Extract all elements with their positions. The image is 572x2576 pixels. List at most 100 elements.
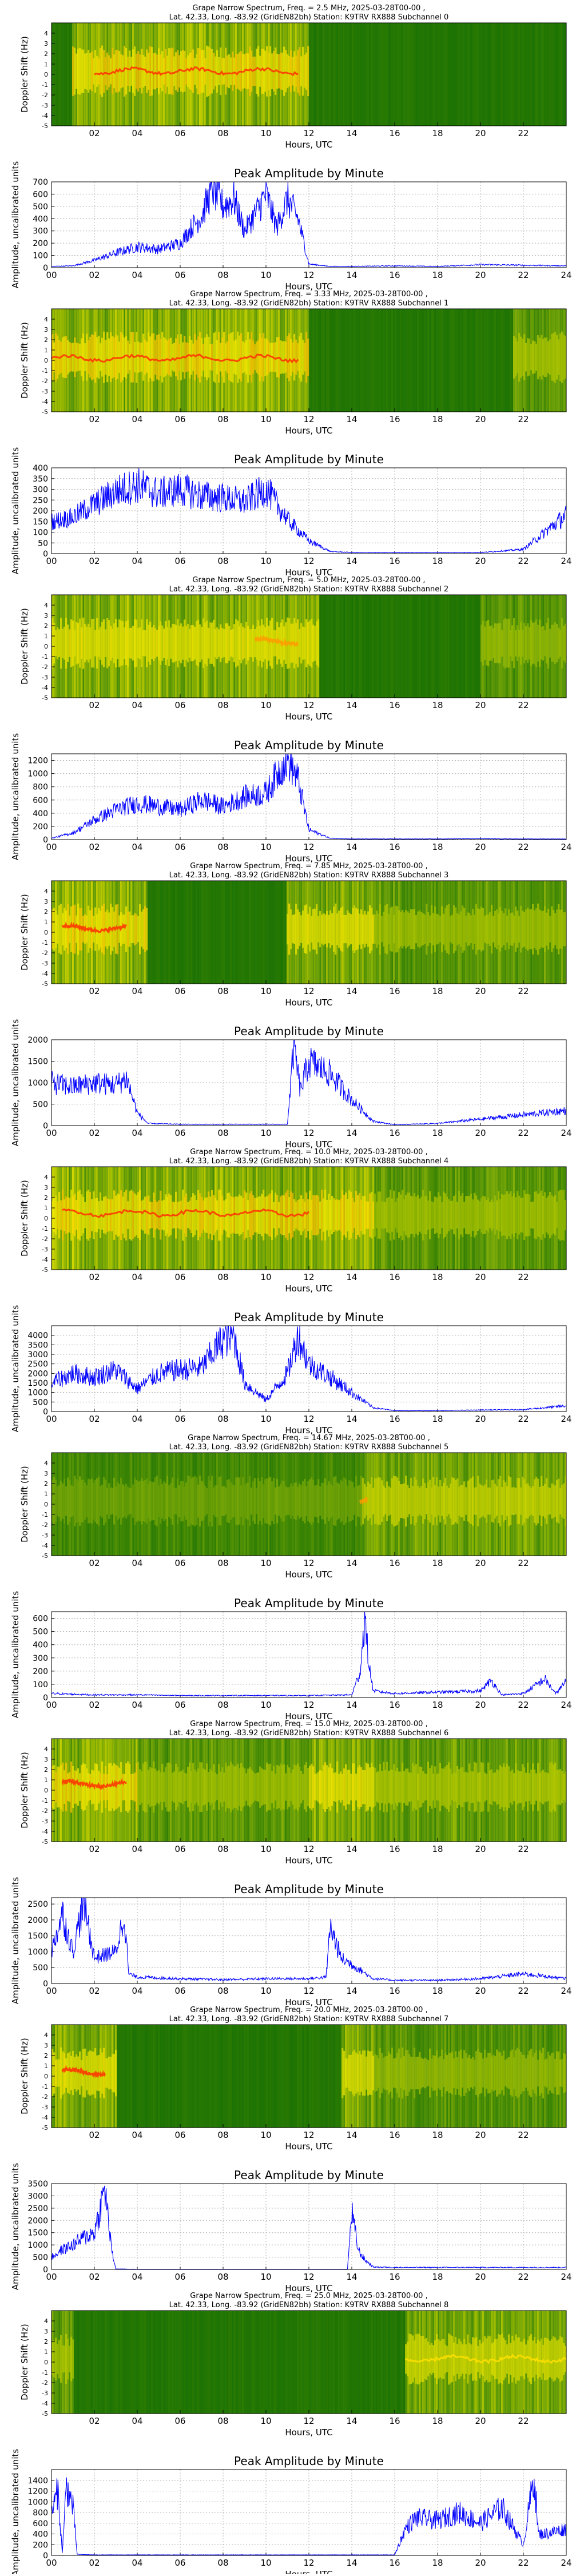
spectrogram-title: Grape Narrow Spectrum, Freq. = 5.0 MHz, … (192, 576, 425, 585)
y-tick-label: -5 (42, 1552, 48, 1560)
x-tick-label: 18 (432, 1414, 443, 1424)
x-tick-label: 18 (432, 2272, 443, 2282)
x-tick-label: 14 (346, 700, 357, 710)
x-tick-label: 12 (303, 2416, 314, 2426)
x-tick-label: 04 (132, 1414, 142, 1424)
x-tick-label: 18 (432, 1558, 443, 1568)
x-tick-label: 20 (475, 1558, 486, 1568)
y-tick-label: 400 (33, 809, 48, 818)
x-tick-label: 04 (132, 2416, 142, 2426)
y-tick-label: 300 (33, 227, 48, 236)
x-axis-label: Hours, UTC (285, 426, 332, 436)
x-tick-label: 02 (89, 1986, 100, 1996)
x-tick-label: 04 (132, 842, 142, 852)
y-tick-label: 500 (33, 2253, 48, 2263)
y-tick-label: -5 (42, 980, 48, 988)
y-tick-label: 0 (43, 2265, 48, 2275)
x-tick-label: 06 (174, 1272, 185, 1282)
x-tick-label: 22 (518, 1128, 529, 1138)
y-tick-label: 400 (33, 214, 48, 224)
x-tick-label: 18 (432, 128, 443, 138)
x-tick-label: 08 (217, 2272, 228, 2282)
y-tick-label: 1 (44, 633, 48, 640)
x-tick-label: 10 (260, 2558, 271, 2568)
y-tick-label: 100 (33, 1680, 48, 1689)
y-axis-label: Doppler Shift (Hz) (19, 2038, 30, 2114)
amplitude-title: Peak Amplitude by Minute (234, 2454, 384, 2468)
x-tick-label: 04 (132, 270, 142, 280)
x-tick-label: 08 (217, 270, 228, 280)
y-tick-label: 4 (44, 2317, 48, 2325)
y-tick-label: -4 (42, 1256, 48, 1263)
x-tick-label: 24 (561, 842, 571, 852)
y-tick-label: 3 (44, 1184, 48, 1191)
y-tick-label: 2500 (27, 1900, 48, 1909)
y-tick-label: 0 (43, 836, 48, 845)
x-tick-label: 20 (475, 986, 486, 996)
y-tick-label: 2 (44, 1480, 48, 1488)
y-tick-label: -2 (42, 2093, 48, 2101)
y-tick-label: -3 (42, 2390, 48, 2397)
x-tick-label: 10 (260, 556, 271, 566)
x-tick-label: 14 (346, 1414, 357, 1424)
x-tick-label: 20 (475, 1700, 486, 1710)
y-tick-label: 1 (44, 919, 48, 926)
x-tick-label: 14 (346, 842, 357, 852)
x-tick-label: 06 (174, 1128, 185, 1138)
x-tick-label: 04 (132, 986, 142, 996)
y-tick-label: 2 (44, 2338, 48, 2346)
x-tick-label: 10 (260, 1414, 271, 1424)
y-tick-label: 3500 (27, 2180, 48, 2189)
x-tick-label: 12 (303, 2558, 314, 2568)
x-tick-label: 18 (432, 2130, 443, 2140)
x-tick-label: 20 (475, 414, 486, 424)
y-tick-label: -1 (42, 939, 48, 947)
x-tick-label: 12 (303, 986, 314, 996)
y-tick-label: 3 (44, 1470, 48, 1477)
y-tick-label: 1500 (27, 1932, 48, 1941)
x-tick-label: 20 (475, 1844, 486, 1854)
y-tick-label: 2 (44, 1194, 48, 1202)
y-tick-label: 2000 (27, 1916, 48, 1925)
y-tick-label: 4 (44, 888, 48, 895)
x-tick-label: 14 (346, 2272, 357, 2282)
x-tick-label: 18 (432, 414, 443, 424)
x-tick-label: 10 (260, 1986, 271, 1996)
spectrogram-title: Grape Narrow Spectrum, Freq. = 25.0 MHz,… (190, 2292, 427, 2300)
spectrogram-subtitle: Lat. 42.33, Long. -83.92 (GridEN82bh) St… (169, 2015, 449, 2024)
x-tick-label: 22 (518, 1558, 529, 1568)
y-tick-label: 200 (33, 239, 48, 248)
x-tick-label: 02 (89, 842, 100, 852)
x-tick-label: 06 (174, 2558, 185, 2568)
spectrogram-subtitle: Lat. 42.33, Long. -83.92 (GridEN82bh) St… (169, 1729, 449, 1738)
spectrogram-title: Grape Narrow Spectrum, Freq. = 2.5 MHz, … (192, 4, 425, 13)
x-tick-label: 12 (303, 1700, 314, 1710)
spectrogram-subtitle: Lat. 42.33, Long. -83.92 (GridEN82bh) St… (169, 2301, 449, 2309)
x-tick-label: 20 (475, 700, 486, 710)
x-tick-label: 02 (89, 128, 100, 138)
x-tick-label: 06 (174, 700, 185, 710)
y-tick-label: -3 (42, 960, 48, 967)
x-tick-label: 10 (260, 1272, 271, 1282)
y-tick-label: 1200 (27, 757, 48, 766)
x-tick-label: 12 (303, 1414, 314, 1424)
x-tick-label: 24 (561, 2558, 571, 2568)
y-tick-label: 0 (43, 1979, 48, 1989)
y-tick-label: -1 (42, 81, 48, 89)
y-tick-label: -3 (42, 1532, 48, 1539)
y-tick-label: 2 (44, 336, 48, 344)
y-axis-label: Amplitude, uncalibrated units (10, 447, 21, 575)
y-tick-label: 0 (44, 929, 48, 936)
x-tick-label: 12 (303, 700, 314, 710)
x-tick-label: 12 (303, 414, 314, 424)
x-tick-label: 12 (303, 2130, 314, 2140)
x-tick-label: 22 (518, 2130, 529, 2140)
y-tick-label: 1 (44, 1490, 48, 1498)
y-tick-label: 0 (43, 264, 48, 273)
